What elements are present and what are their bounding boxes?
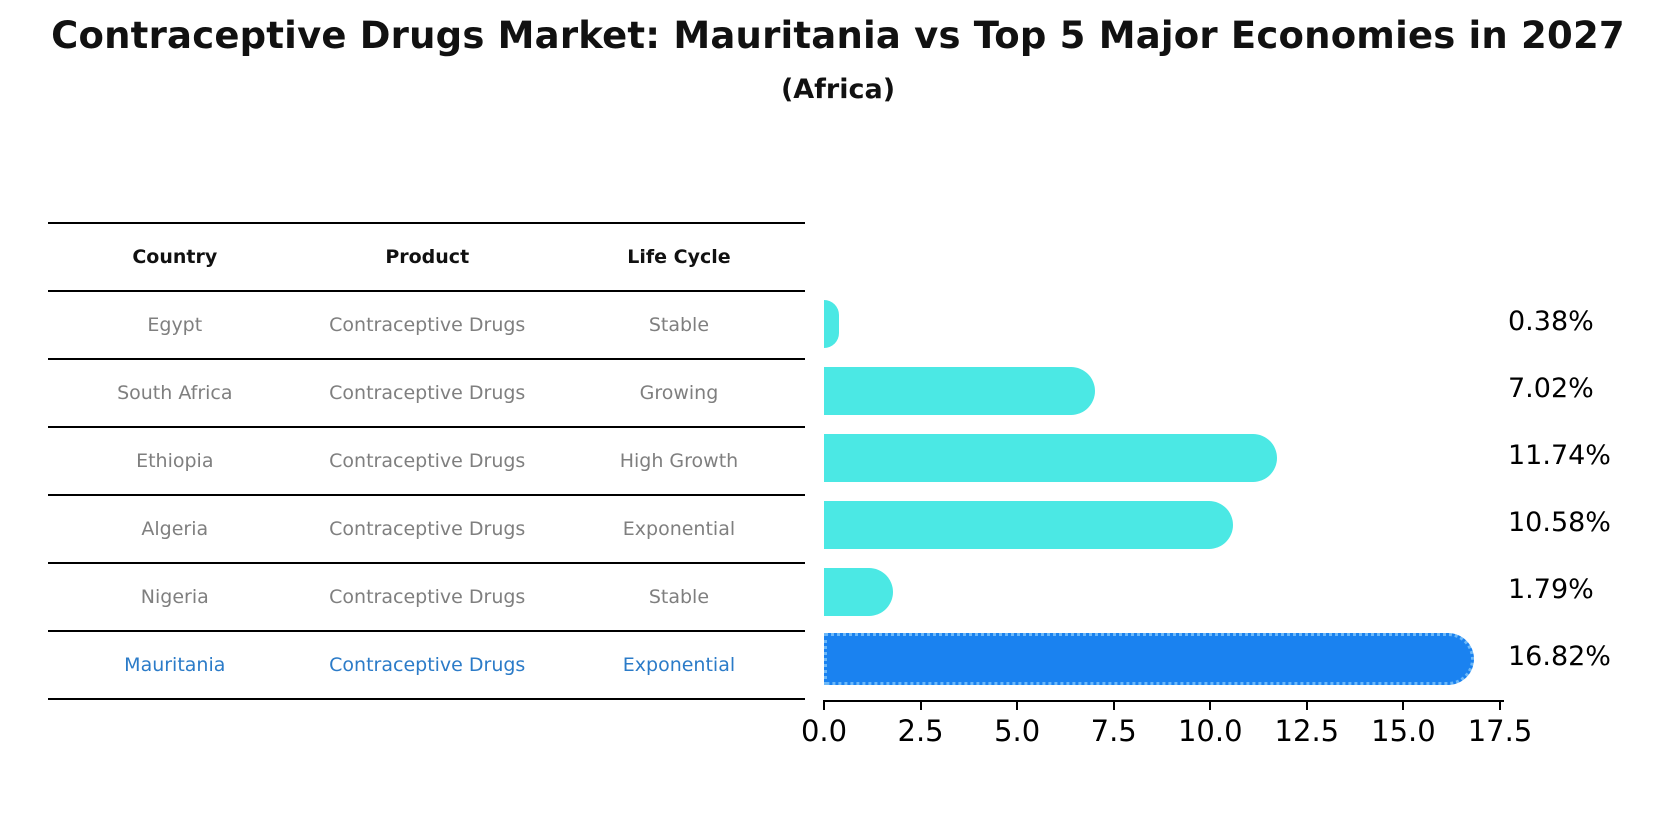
table-cell-product: Contraceptive Drugs [329,314,526,336]
chart-title: Contraceptive Drugs Market: Mauritania v… [51,14,1625,57]
bar [824,500,1233,549]
table-cell-product: Contraceptive Drugs [329,450,526,472]
table-cell-country: Mauritania [124,654,226,676]
bar [824,366,1096,415]
x-axis-tick-label: 0.0 [800,714,848,748]
chart-subtitle: (Africa) [780,74,896,105]
column-header-country: Country [132,246,218,268]
x-axis-tick [1499,700,1501,710]
bar-value-label: 10.58% [1508,506,1611,538]
table-cell-life_cycle: Exponential [622,518,736,540]
x-axis-tick-label: 5.0 [994,714,1041,748]
table-cell-country: Algeria [141,518,209,540]
highlight-bar [824,632,1474,685]
column-header-life-cycle: Life Cycle [627,246,731,268]
table-cell-product: Contraceptive Drugs [329,654,526,676]
table-cell-life_cycle: Growing [639,382,719,404]
x-axis-tick-label: 10.0 [1177,714,1243,748]
x-axis-tick [1209,700,1212,710]
column-header-product: Product [385,246,470,268]
table-cell-product: Contraceptive Drugs [329,586,526,608]
table-cell-country: South Africa [117,382,233,404]
bar-value-label: 0.38% [1508,305,1594,337]
table-cell-product: Contraceptive Drugs [329,518,526,540]
x-axis-tick [1402,700,1405,710]
table-cell-life_cycle: Exponential [622,654,736,676]
x-axis-tick-label: 15.0 [1371,714,1436,748]
x-axis-tick-label: 2.5 [897,714,944,748]
x-axis-tick [1112,700,1115,710]
table-cell-life_cycle: High Growth [619,450,739,472]
bar-value-label: 11.74% [1508,439,1611,471]
bar [824,567,894,616]
table-row: Algeria Contraceptive Drugs Exponential [48,496,805,564]
table-row: South Africa Contraceptive Drugs Growing [48,360,805,428]
table-cell-country: Ethiopia [136,450,214,472]
table-row: Egypt Contraceptive Drugs Stable [48,292,805,360]
x-axis-tick [823,700,825,710]
table-row: Ethiopia Contraceptive Drugs High Growth [48,428,805,496]
comparison-table: Country Product Life Cycle Egypt Contrace… [48,222,805,700]
bar-value-label: 7.02% [1508,372,1594,404]
bar-value-label: 1.79% [1508,573,1594,605]
bar-value-label: 16.82% [1508,640,1611,672]
x-axis-tick [1016,700,1019,710]
table-cell-country: Nigeria [140,586,209,608]
x-axis-tick [919,700,922,710]
table-cell-country: Egypt [147,314,203,336]
x-axis-tick-label: 12.5 [1274,714,1340,748]
x-axis-tick-label: 17.5 [1467,714,1533,748]
table-row: Nigeria Contraceptive Drugs Stable [48,564,805,632]
table-cell-life_cycle: Stable [648,586,710,608]
x-axis-tick-label: 7.5 [1090,714,1137,748]
table-row: Mauritania Contraceptive Drugs Exponential [48,632,805,700]
table-header-row: Country Product Life Cycle [48,224,805,292]
table-cell-product: Contraceptive Drugs [329,382,526,404]
table-cell-life_cycle: Stable [648,314,710,336]
bar [824,299,839,348]
x-axis-tick [1305,700,1308,710]
x-axis-line [824,700,1504,702]
table-body: Egypt Contraceptive Drugs Stable South Afri… [48,292,805,700]
bar [824,433,1278,482]
